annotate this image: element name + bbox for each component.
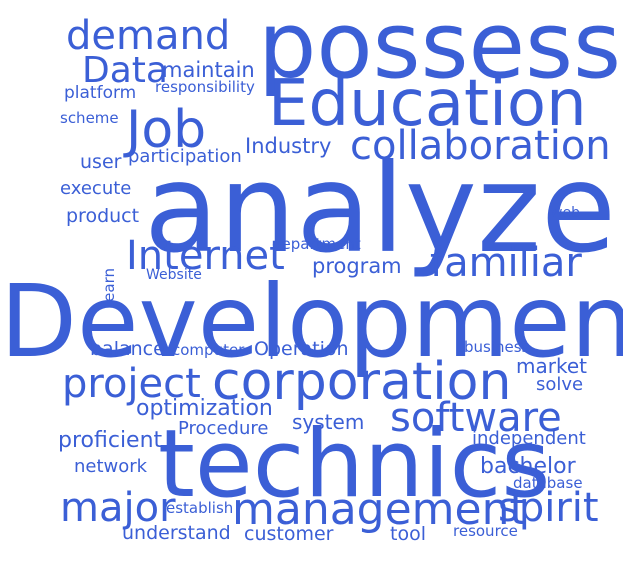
word-solve: solve xyxy=(536,374,584,395)
word-collaboration: collaboration xyxy=(350,123,611,169)
word-platform: platform xyxy=(64,83,137,103)
word-responsibility: responsibility xyxy=(155,78,255,96)
word-industry: Industry xyxy=(245,134,332,158)
word-spirit: spirit xyxy=(498,485,599,531)
word-department: department xyxy=(272,235,361,253)
word-job: Job xyxy=(126,100,207,160)
word-user: user xyxy=(80,151,122,173)
word-website: Website xyxy=(146,267,202,283)
word-participation: participation xyxy=(128,146,242,167)
word-maintain: maintain xyxy=(162,58,255,82)
word-tool: tool xyxy=(390,523,426,545)
word-web: web xyxy=(551,205,580,221)
word-project: project xyxy=(62,361,201,407)
word-management: management xyxy=(232,484,527,535)
word-familiar: familiar xyxy=(430,240,582,286)
word-product: product xyxy=(66,205,140,227)
word-resource: resource xyxy=(453,522,518,540)
word-procedure: Procedure xyxy=(178,418,269,439)
word-program: program xyxy=(312,254,402,278)
word-data: Data xyxy=(82,50,168,91)
word-scheme: scheme xyxy=(60,109,119,127)
word-corporation: corporation xyxy=(212,352,512,412)
word-database: database xyxy=(513,474,583,492)
word-balance: balance xyxy=(90,338,165,360)
word-proficient: proficient xyxy=(58,428,163,453)
word-education: Education xyxy=(268,67,587,141)
word-market: market xyxy=(516,354,587,378)
word-possess: possess xyxy=(257,0,621,99)
word-development: Development xyxy=(0,263,623,380)
word-software: software xyxy=(390,395,562,441)
word-demand: demand xyxy=(66,13,231,59)
word-internet: Internet xyxy=(126,233,285,279)
word-bachelor: bachelor xyxy=(480,454,576,479)
word-understand: understand xyxy=(122,522,231,544)
word-business: business xyxy=(464,338,530,356)
word-analyze: analyze xyxy=(144,138,617,280)
word-establish: establish xyxy=(166,499,234,517)
word-system: system xyxy=(292,410,365,434)
word-network: network xyxy=(74,456,148,477)
word-operation: Operation xyxy=(254,338,349,360)
word-optimization: optimization xyxy=(136,396,273,421)
word-customer: customer xyxy=(244,523,334,545)
word-computer: computer xyxy=(172,341,245,359)
word-technics: technics xyxy=(158,410,551,519)
word-execute: execute xyxy=(60,178,132,199)
word-independent: independent xyxy=(472,428,586,449)
word-major: major xyxy=(60,485,176,531)
